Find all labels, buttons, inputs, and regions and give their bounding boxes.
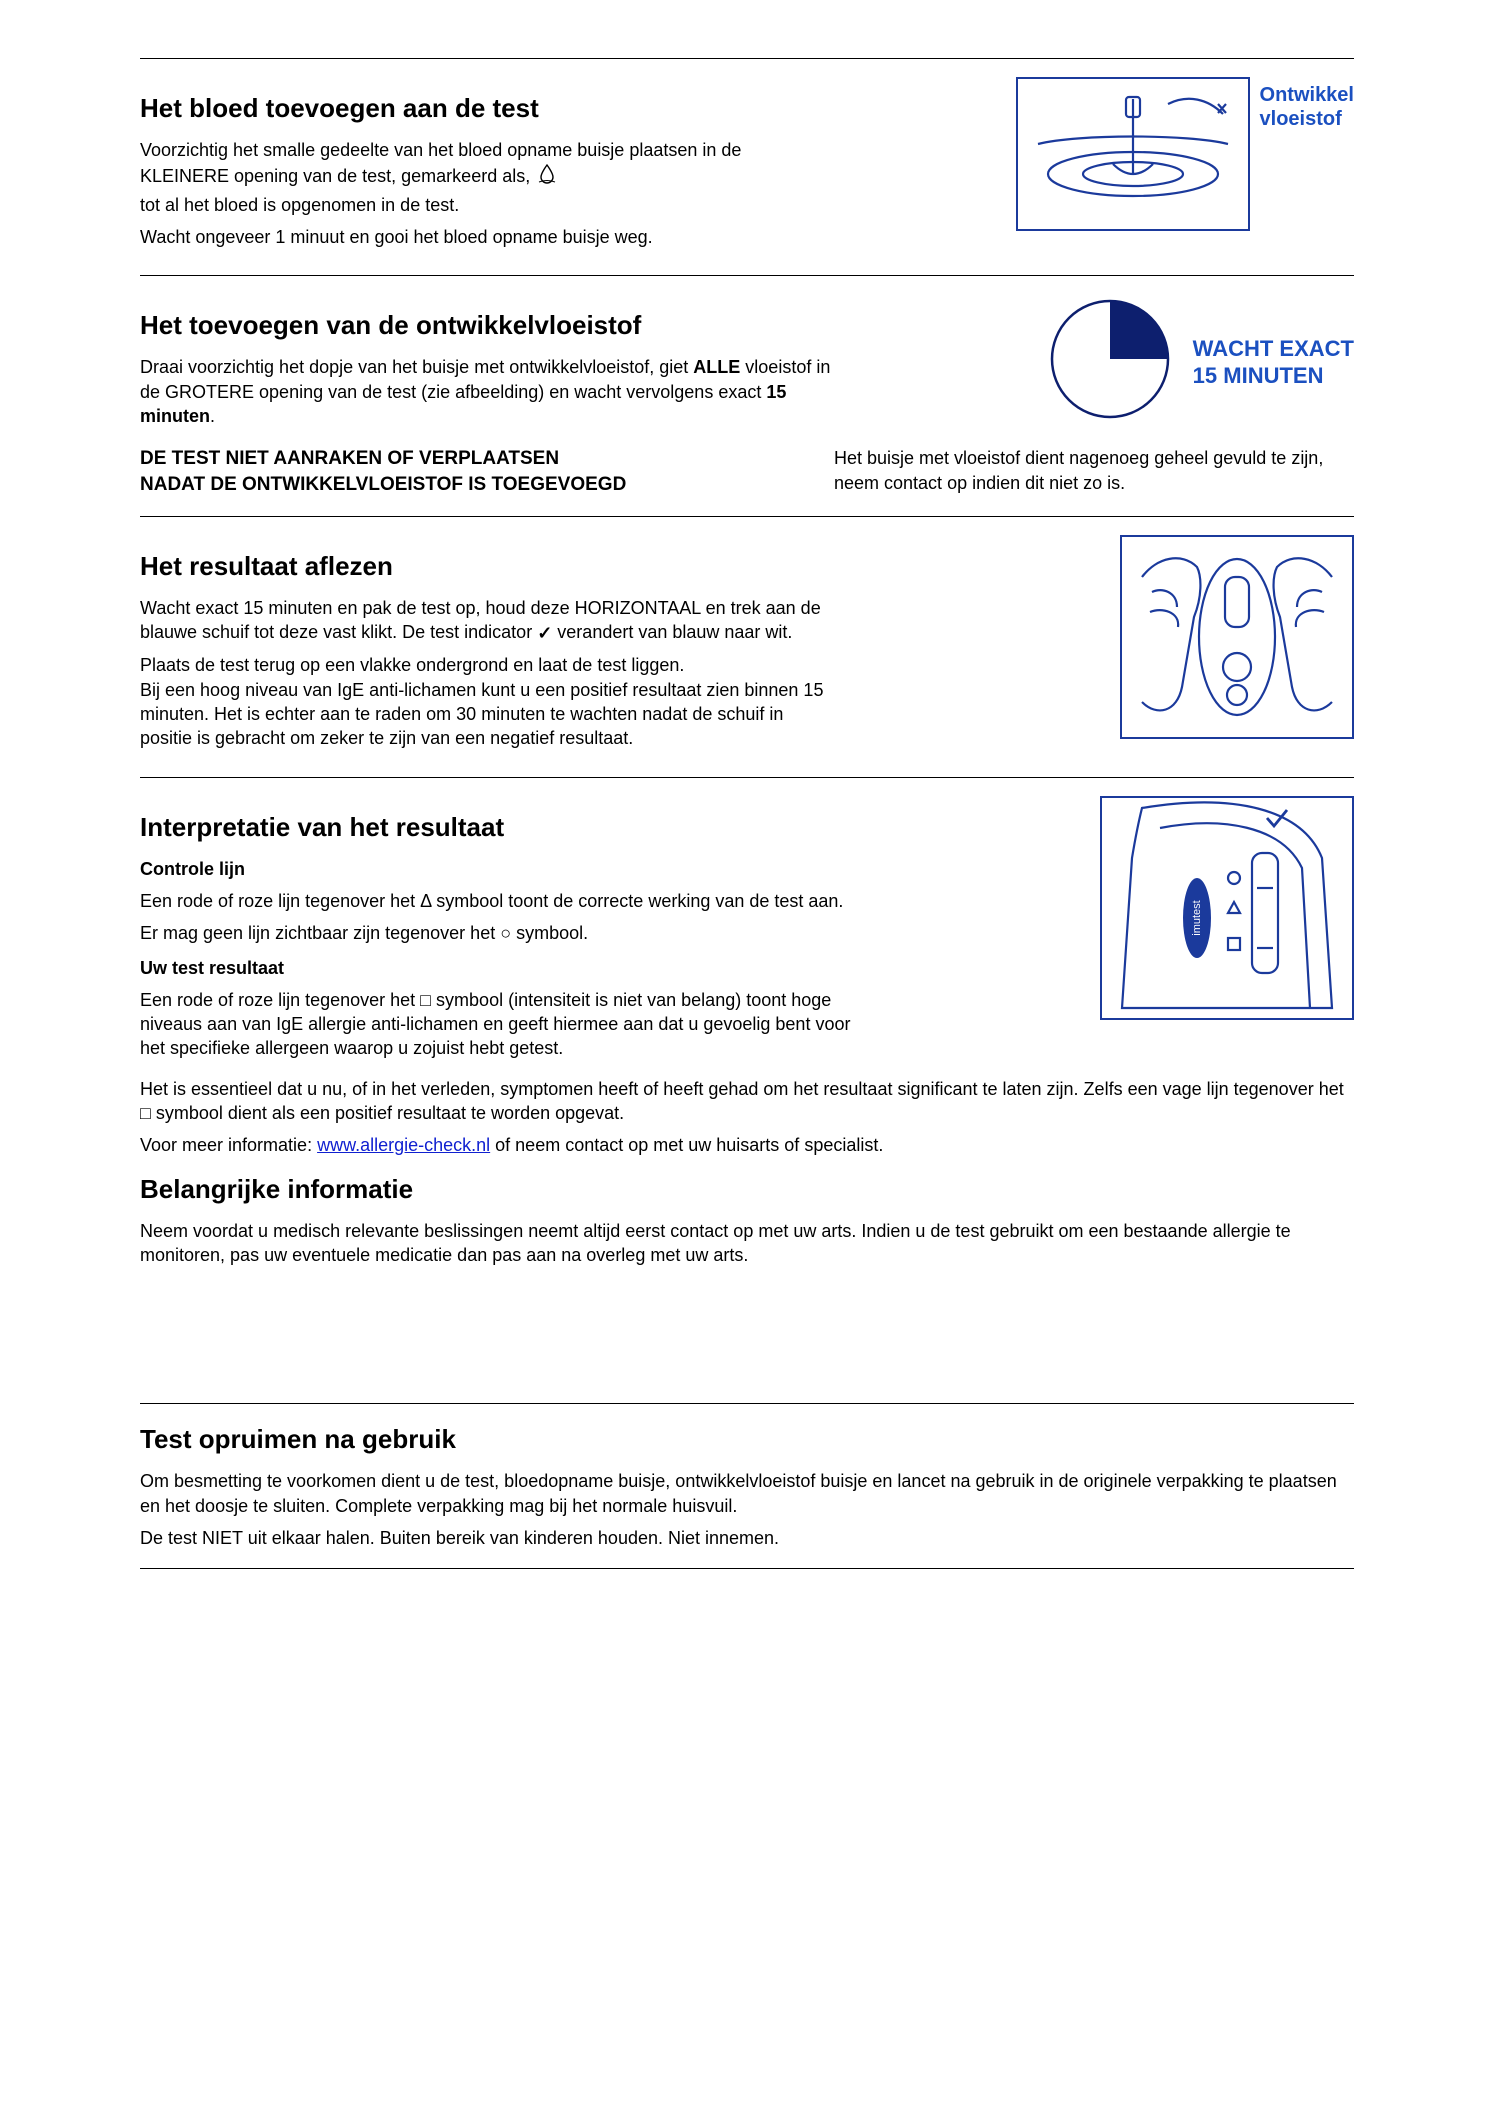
paragraph: Wacht ongeveer 1 minuut en gooi het bloe… — [140, 225, 840, 249]
section-important-info: Belangrijke informatie Neem voordat u me… — [140, 1172, 1354, 1268]
figure-column: Ontwikkel vloeistof — [1016, 77, 1354, 231]
section-developer-fluid: Het toevoegen van de ontwikkelvloeistof … — [140, 294, 1354, 497]
figure-column — [1120, 535, 1354, 739]
text: verandert van blauw naar wit. — [557, 622, 792, 642]
section-title: Het toevoegen van de ontwikkelvloeistof — [140, 308, 840, 343]
check-icon: ✓ — [537, 621, 552, 645]
brand-text: imutest — [1191, 900, 1203, 935]
divider — [140, 1403, 1354, 1404]
paragraph: Om besmetting te voorkomen dient u de te… — [140, 1469, 1354, 1518]
warning-line: NADAT DE ONTWIKKELVLOEISTOF IS TOEGEVOEG… — [140, 472, 626, 498]
page: Het bloed toevoegen aan de test Voorzich… — [0, 0, 1494, 1667]
side-note: Het buisje met vloeistof dient nagenoeg … — [834, 446, 1354, 495]
figure-column: WACHT EXACT 15 MINUTEN — [1045, 294, 1354, 430]
paragraph: Het is essentieel dat u nu, of in het ve… — [140, 1077, 1354, 1126]
section-title: Het resultaat aflezen — [140, 549, 840, 584]
spacer — [140, 1275, 1354, 1385]
section-add-blood: Het bloed toevoegen aan de test Voorzich… — [140, 77, 1354, 257]
warning-line: DE TEST NIET AANRAKEN OF VERPLAATSEN — [140, 446, 626, 472]
text: . — [210, 406, 215, 426]
section-disposal: Test opruimen na gebruik Om besmetting t… — [140, 1422, 1354, 1550]
text: Ontwikkel — [1260, 84, 1354, 106]
figure-hold-test — [1120, 535, 1354, 739]
divider — [140, 1568, 1354, 1569]
paragraph: Een rode of roze lijn tegenover het □ sy… — [140, 988, 880, 1061]
section-title: Het bloed toevoegen aan de test — [140, 91, 840, 126]
text: Het buisje met vloeistof dient nagenoeg … — [834, 448, 1323, 492]
text-column: Het bloed toevoegen aan de test Voorzich… — [140, 77, 840, 257]
pie-label: WACHT EXACT 15 MINUTEN — [1193, 335, 1354, 390]
text-column: Interpretatie van het resultaat Controle… — [140, 796, 880, 1069]
text: vloeistof — [1260, 108, 1342, 130]
paragraph: Draai voorzichtig het dopje van het buis… — [140, 355, 840, 428]
text-column: Het resultaat aflezen Wacht exact 15 min… — [140, 535, 840, 759]
paragraph: Neem voordat u medisch relevante besliss… — [140, 1219, 1354, 1268]
text: KLEINERE opening van de test, gemarkeerd… — [140, 166, 530, 186]
paragraph: Wacht exact 15 minuten en pak de test op… — [140, 596, 840, 646]
text-column: Het toevoegen van de ontwikkelvloeistof … — [140, 294, 840, 436]
figure-column: imutest — [1100, 796, 1354, 1020]
paragraph: Plaats de test terug op een vlakke onder… — [140, 653, 840, 750]
section-title: Test opruimen na gebruik — [140, 1422, 1354, 1457]
subheading: Uw test resultaat — [140, 956, 880, 980]
paragraph: De test NIET uit elkaar halen. Buiten be… — [140, 1526, 1354, 1550]
section-title: Belangrijke informatie — [140, 1172, 1354, 1207]
paragraph: Voorzichtig het smalle gedeelte van het … — [140, 138, 840, 217]
info-link[interactable]: www.allergie-check.nl — [317, 1135, 490, 1155]
subheading: Controle lijn — [140, 857, 880, 881]
divider — [140, 58, 1354, 59]
divider — [140, 777, 1354, 778]
text-bold: ALLE — [693, 357, 740, 377]
text: Voorzichtig het smalle gedeelte van het … — [140, 140, 741, 160]
text: 15 MINUTEN — [1193, 363, 1324, 388]
text: Draai voorzichtig het dopje van het buis… — [140, 357, 693, 377]
divider — [140, 516, 1354, 517]
droplet-icon — [535, 162, 559, 192]
figure-result-device: imutest — [1100, 796, 1354, 1020]
text: of neem contact op met uw huisarts of sp… — [490, 1135, 883, 1155]
text: Voor meer informatie: — [140, 1135, 317, 1155]
paragraph: Een rode of roze lijn tegenover het Δ sy… — [140, 889, 880, 913]
text: Plaats de test terug op een vlakke onder… — [140, 655, 823, 748]
section-title: Interpretatie van het resultaat — [140, 810, 880, 845]
paragraph: Er mag geen lijn zichtbaar zijn tegenove… — [140, 921, 880, 945]
divider — [140, 275, 1354, 276]
section-interpret: Interpretatie van het resultaat Controle… — [140, 796, 1354, 1158]
figure-add-blood — [1016, 77, 1250, 231]
section-read-result: Het resultaat aflezen Wacht exact 15 min… — [140, 535, 1354, 759]
warning-block: DE TEST NIET AANRAKEN OF VERPLAATSEN NAD… — [140, 446, 626, 497]
text: tot al het bloed is opgenomen in de test… — [140, 195, 459, 215]
paragraph: Voor meer informatie: www.allergie-check… — [140, 1133, 1354, 1157]
pie-chart-15min — [1045, 294, 1175, 430]
figure-label: Ontwikkel vloeistof — [1260, 77, 1354, 131]
text: WACHT EXACT — [1193, 336, 1354, 361]
